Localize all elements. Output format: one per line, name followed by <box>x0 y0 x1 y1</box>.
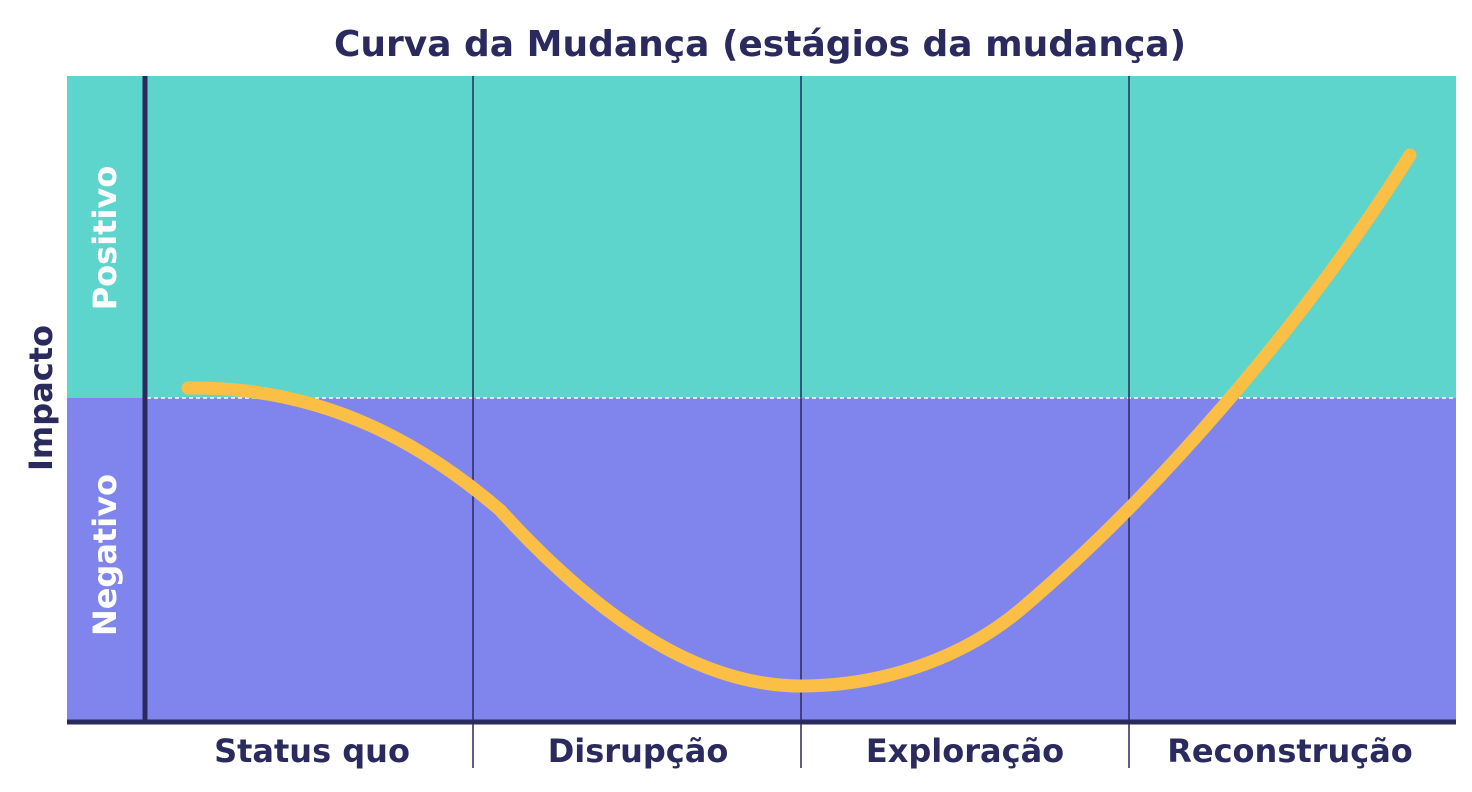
stage-label-exploracao: Exploração <box>866 732 1064 770</box>
stage-label-reconstrucao: Reconstrução <box>1167 732 1413 770</box>
positive-zone-label: Positivo <box>86 166 124 311</box>
stage-label-disrupcao: Disrupção <box>548 732 729 770</box>
negative-zone-label: Negativo <box>86 474 124 636</box>
diagram-title: Curva da Mudança (estágios da mudança) <box>334 24 1186 65</box>
positive-zone <box>67 76 1456 398</box>
y-axis-label: Impacto <box>22 325 60 471</box>
negative-zone <box>67 398 1456 722</box>
change-curve <box>181 148 1417 693</box>
stage-label-status-quo: Status quo <box>214 732 410 770</box>
